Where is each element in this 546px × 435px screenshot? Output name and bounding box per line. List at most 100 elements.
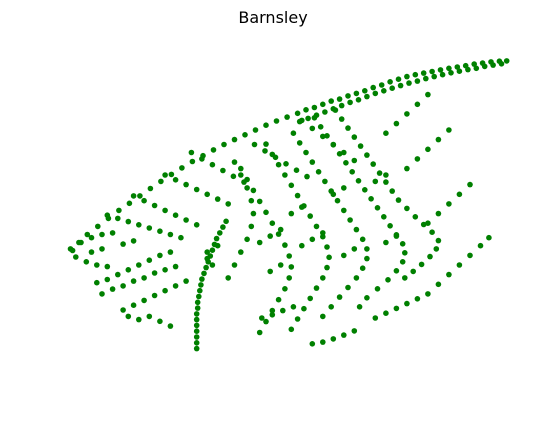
- scatter-point: [238, 172, 244, 178]
- scatter-point: [477, 242, 484, 249]
- scatter-point: [324, 244, 330, 250]
- scatter-point: [372, 90, 379, 97]
- scatter-point: [130, 238, 137, 244]
- scatter-point: [125, 218, 132, 225]
- scatter-point: [351, 328, 358, 334]
- scatter-point: [353, 90, 360, 97]
- scatter-point: [94, 279, 100, 286]
- scatter-point: [393, 233, 400, 239]
- scatter-point: [263, 209, 269, 216]
- scatter-point: [196, 293, 202, 300]
- scatter-point: [194, 299, 201, 306]
- scatter-point: [364, 295, 370, 301]
- scatter-point: [402, 250, 408, 256]
- scatter-point: [433, 246, 440, 252]
- scatter-point: [248, 223, 255, 230]
- scatter-point: [284, 114, 290, 120]
- scatter-point: [244, 185, 250, 191]
- scatter-point: [269, 312, 276, 318]
- scatter-point: [168, 171, 175, 178]
- scatter-point: [283, 161, 289, 167]
- scatter-point: [231, 262, 238, 268]
- scatter-point: [404, 165, 410, 172]
- scatter-point: [404, 111, 410, 117]
- scatter-point: [425, 146, 431, 153]
- scatter-point: [383, 310, 389, 317]
- scatter-point: [267, 268, 274, 275]
- scatter-point: [95, 223, 101, 230]
- scatter-point: [420, 221, 427, 228]
- scatter-point: [387, 79, 393, 85]
- scatter-point: [242, 132, 248, 138]
- scatter-point: [404, 300, 410, 307]
- scatter-point: [486, 234, 492, 241]
- scatter-point: [448, 70, 454, 76]
- scatter-point: [393, 305, 400, 312]
- scatter-point: [293, 167, 300, 173]
- scatter-point: [78, 239, 84, 246]
- scatter-point: [347, 99, 353, 106]
- scatter-point: [332, 107, 339, 113]
- scatter-point: [454, 64, 461, 70]
- scatter-point: [250, 187, 257, 194]
- scatter-point: [252, 127, 259, 133]
- scatter-point: [389, 188, 396, 194]
- scatter-point: [272, 154, 279, 161]
- scatter-point: [116, 207, 122, 214]
- scatter-point: [104, 212, 111, 218]
- scatter-point: [374, 205, 381, 211]
- scatter-point: [172, 283, 179, 289]
- scatter-point: [435, 210, 442, 217]
- scatter-point: [151, 292, 158, 299]
- scatter-point: [299, 117, 305, 124]
- scatter-point: [104, 263, 111, 270]
- scatter-point: [320, 339, 326, 345]
- scatter-point: [330, 141, 337, 148]
- scatter-point: [324, 264, 330, 271]
- scatter-point: [383, 179, 389, 185]
- scatter-point: [209, 161, 216, 168]
- scatter-point: [109, 230, 116, 236]
- scatter-point: [313, 285, 320, 291]
- scatter-point: [157, 252, 163, 259]
- scatter-point: [277, 262, 284, 268]
- scatter-point: [498, 61, 505, 67]
- scatter-point: [197, 287, 203, 294]
- scatter-point: [425, 220, 431, 226]
- scatter-point: [280, 307, 286, 314]
- scatter-point: [136, 262, 142, 268]
- scatter-point: [301, 305, 307, 312]
- scatter-point: [213, 235, 220, 242]
- scatter-point: [210, 147, 217, 153]
- scatter-point: [378, 82, 385, 88]
- scatter-point: [288, 264, 295, 270]
- scatter-point: [183, 181, 189, 188]
- scatter-point: [326, 254, 332, 261]
- scatter-point: [412, 214, 419, 220]
- scatter-point: [456, 191, 463, 198]
- scatter-point: [410, 268, 417, 275]
- scatter-point: [351, 246, 358, 252]
- scatter-point: [313, 223, 320, 230]
- scatter-point: [320, 230, 326, 236]
- scatter-point: [435, 281, 442, 288]
- scatter-point: [429, 68, 435, 75]
- scatter-point: [296, 140, 303, 146]
- scatter-point: [404, 73, 410, 80]
- scatter-point: [328, 304, 335, 310]
- scatter-point: [435, 136, 442, 143]
- scatter-point: [465, 66, 471, 73]
- scatter-point: [125, 267, 132, 273]
- scatter-point: [427, 253, 433, 260]
- scatter-point: [251, 141, 258, 148]
- scatter-point: [383, 130, 389, 136]
- scatter-point: [395, 197, 402, 203]
- scatter-point: [351, 157, 358, 164]
- scatter-point: [290, 304, 297, 310]
- scatter-point: [309, 125, 316, 132]
- scatter-point: [294, 316, 301, 322]
- scatter-point: [238, 249, 244, 255]
- scatter-point: [322, 178, 328, 185]
- scatter-point: [372, 315, 379, 321]
